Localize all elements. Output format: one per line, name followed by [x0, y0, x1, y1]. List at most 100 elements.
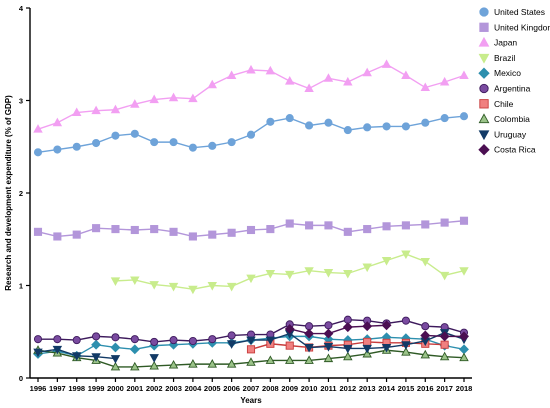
data-point-united-kingdom [111, 225, 120, 234]
x-tick-label: 2013 [359, 384, 376, 393]
y-tick-label: 4 [19, 4, 24, 13]
legend-item-uruguay: Uruguay [478, 129, 527, 141]
x-tick-label: 2010 [301, 384, 318, 393]
data-point-japan [188, 93, 198, 103]
x-axis-title: Years [240, 396, 262, 405]
data-point-brazil [130, 276, 140, 286]
x-ticks: 1996 1997 1998 1999 2000 2001 2002 2003 2004 2005… [30, 378, 473, 393]
data-point-united-kingdom [227, 228, 236, 237]
data-point-japan [149, 94, 159, 104]
data-point-colombia [439, 351, 450, 361]
data-point-mexico [91, 339, 102, 350]
data-point-united-kingdom [266, 225, 275, 234]
data-point-colombia [188, 359, 198, 368]
series-united-kingdom [33, 216, 469, 241]
x-tick-label: 2015 [398, 384, 415, 393]
data-point-brazil [285, 270, 295, 280]
data-point-colombia [149, 360, 159, 370]
legend: United States United Kingdom Japan Brazil Me… [478, 7, 550, 156]
series-costa-rica [284, 320, 469, 342]
data-point-brazil [362, 263, 372, 273]
data-point-colombia [207, 359, 217, 368]
legend-label-argentina: Argentina [494, 84, 531, 94]
legend-item-colombia: Colombia [478, 113, 530, 124]
data-point-united-states [130, 129, 139, 138]
data-point-uruguay [401, 341, 411, 350]
data-point-brazil [420, 257, 430, 267]
data-point-united-kingdom [33, 227, 43, 236]
data-point-united-kingdom [130, 225, 139, 235]
data-point-united-states [92, 138, 101, 148]
data-point-colombia [459, 352, 469, 362]
data-point-colombia [168, 359, 179, 369]
series-line-costa-rica [289, 324, 387, 335]
data-point-japan [343, 76, 353, 86]
data-point-colombia [246, 357, 256, 366]
data-point-chile [440, 340, 449, 349]
series-brazil [110, 250, 469, 295]
x-tick-label: 2002 [146, 384, 163, 393]
legend-item-argentina: Argentina [479, 84, 531, 94]
data-point-colombia [323, 353, 334, 363]
data-point-colombia [130, 361, 140, 371]
data-point-argentina [72, 336, 81, 345]
data-point-japan [420, 82, 430, 92]
data-point-brazil [110, 277, 121, 286]
data-point-united-states [53, 145, 62, 154]
x-tick-label: 2009 [281, 384, 298, 393]
data-point-uruguay [362, 344, 372, 354]
data-point-argentina [169, 336, 178, 345]
data-point-japan [285, 76, 295, 85]
data-point-united-kingdom [246, 225, 256, 235]
data-point-united-kingdom [324, 221, 333, 230]
data-point-colombia [304, 355, 314, 364]
legend-label-brazil: Brazil [494, 53, 515, 63]
data-point-united-kingdom [72, 230, 81, 239]
data-point-costa-rica [439, 331, 450, 342]
data-point-united-states [208, 141, 217, 150]
data-point-united-kingdom [440, 218, 449, 227]
x-tick-label: 1997 [49, 384, 66, 393]
data-point-argentina [324, 321, 333, 330]
data-point-argentina [53, 335, 62, 344]
data-point-mexico [110, 342, 121, 353]
data-point-costa-rica [459, 331, 469, 342]
legend-marker-chile [479, 99, 489, 109]
y-axis-title: Research and development expenditure (% … [4, 95, 13, 291]
legend-label-united-states: United States [494, 7, 545, 17]
data-point-japan [72, 107, 82, 117]
data-point-argentina [130, 335, 139, 344]
data-point-united-states [188, 143, 197, 152]
x-tick-label: 1996 [30, 384, 47, 393]
data-point-argentina [188, 336, 197, 346]
data-point-mexico [459, 344, 469, 355]
data-point-japan [33, 124, 43, 133]
data-point-japan [52, 117, 63, 127]
x-tick-label: 1999 [88, 384, 105, 393]
data-point-chile [285, 341, 294, 350]
y-ticks: 0 1 2 3 4 [19, 4, 30, 383]
data-point-argentina [208, 335, 217, 344]
data-point-costa-rica [323, 328, 334, 339]
legend-item-japan: Japan [478, 36, 517, 48]
data-point-japan [91, 105, 101, 115]
legend-label-mexico: Mexico [494, 68, 521, 78]
data-point-united-kingdom [382, 222, 391, 231]
data-point-united-kingdom [421, 220, 430, 229]
x-tick-label: 2012 [339, 384, 356, 393]
data-point-uruguay [381, 343, 392, 353]
data-point-united-kingdom [92, 224, 101, 233]
x-tick-label: 2018 [456, 384, 473, 393]
data-point-japan [459, 70, 469, 80]
data-point-uruguay [265, 336, 276, 346]
data-point-japan [439, 76, 450, 86]
data-point-costa-rica [304, 328, 315, 339]
data-point-colombia [265, 355, 276, 364]
data-point-united-states [169, 138, 178, 147]
data-point-japan [168, 92, 179, 102]
data-point-brazil [439, 271, 450, 281]
data-point-united-states [246, 130, 256, 139]
data-point-japan [130, 99, 140, 108]
data-point-brazil [246, 274, 256, 284]
data-point-united-kingdom [188, 232, 197, 241]
